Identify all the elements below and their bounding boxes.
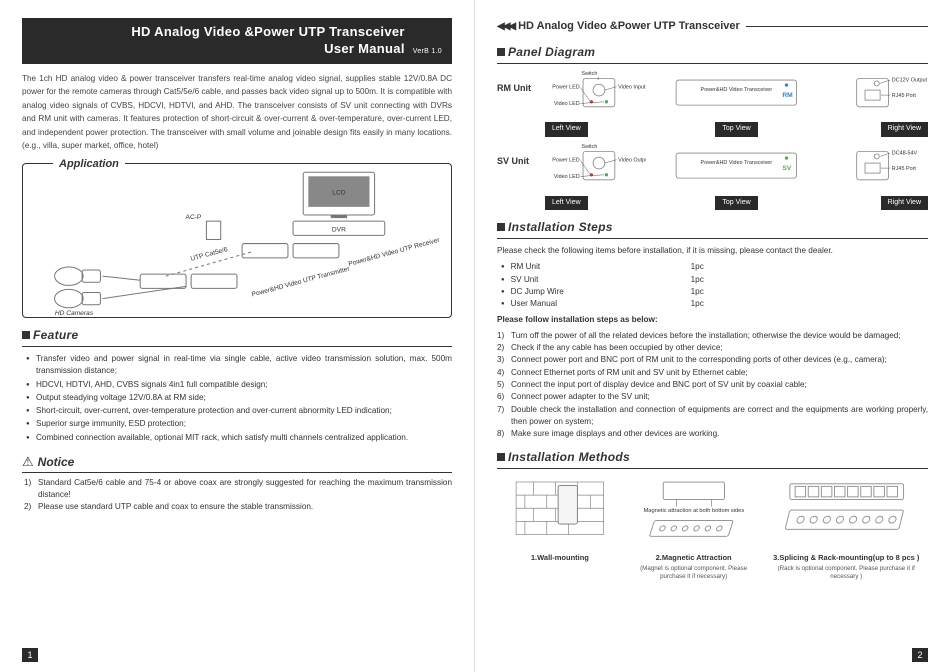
list-item: RM Unit1pc xyxy=(501,261,928,273)
notice-item: 2)Please use standard UTP cable and coax… xyxy=(24,501,452,513)
application-label: Application xyxy=(53,156,125,173)
step-item: 5)Connect the input port of display devi… xyxy=(497,379,928,391)
svg-text:Power&HD Video UTP Receiver: Power&HD Video UTP Receiver xyxy=(348,237,442,268)
method-rack: 3.Splicing & Rack-mounting(up to 8 pcs )… xyxy=(765,475,928,580)
svg-text:Switch: Switch xyxy=(581,144,597,150)
page-number: 2 xyxy=(912,648,928,662)
svg-text:Video LED: Video LED xyxy=(554,101,580,107)
sv-left-view: Switch Power LED Video LED Video Output … xyxy=(545,143,646,210)
notice-list: 1)Standard Cat5e/6 cable and 75-4 or abo… xyxy=(22,477,452,514)
svg-text:Video Input: Video Input xyxy=(618,84,646,90)
svg-text:Power&HD Video Transceiver: Power&HD Video Transceiver xyxy=(701,86,773,92)
panel-diagram-heading: Panel Diagram xyxy=(497,43,928,64)
page2-header: ◀◀◀ HD Analog Video &Power UTP Transceiv… xyxy=(497,18,928,35)
svg-text:DC48-54V: DC48-54V xyxy=(892,150,918,156)
page-number: 1 xyxy=(22,648,38,662)
notice-item: 1)Standard Cat5e/6 cable and 75-4 or abo… xyxy=(24,477,452,502)
rm-left-view: Switch Power LED Video LED Video Input L… xyxy=(545,70,646,137)
methods-row: 1.Wall-mounting Magnetic attraction at b… xyxy=(497,475,928,580)
feature-list: Transfer video and power signal in real-… xyxy=(22,353,452,444)
svg-text:Power LED: Power LED xyxy=(552,157,580,163)
sv-unit-label: SV Unit xyxy=(497,155,539,169)
svg-text:LCD: LCD xyxy=(332,190,345,197)
install-check-text: Please check the following items before … xyxy=(497,245,928,257)
svg-text:UTP Cat5e/6: UTP Cat5e/6 xyxy=(190,246,229,263)
svg-text:RM: RM xyxy=(783,91,794,98)
step-item: 1)Turn off the power of all the related … xyxy=(497,330,928,342)
svg-text:RJ45 Port: RJ45 Port xyxy=(892,166,917,172)
feature-item: Superior surge immunity, ESD protection; xyxy=(26,418,452,430)
svg-text:Switch: Switch xyxy=(581,71,597,77)
list-item: DC Jump Wire1pc xyxy=(501,286,928,298)
rm-unit-label: RM Unit xyxy=(497,82,539,96)
feature-item: Output steadying voltage 12V/0.8A at RM … xyxy=(26,392,452,404)
step-item: 8)Make sure image displays and other dev… xyxy=(497,428,928,440)
feature-heading: Feature xyxy=(22,326,452,347)
svg-text:SV: SV xyxy=(783,165,792,172)
svg-text:HD Cameras: HD Cameras xyxy=(55,310,94,317)
svg-text:Video LED: Video LED xyxy=(554,174,580,180)
rm-right-view: DC12V Output RJ45 Port Right View xyxy=(827,70,928,137)
list-item: SV Unit1pc xyxy=(501,274,928,286)
sv-unit-row: SV Unit Switch Power LED Video LED Video… xyxy=(497,143,928,210)
items-list: RM Unit1pc SV Unit1pc DC Jump Wire1pc Us… xyxy=(497,261,928,310)
install-methods-heading: Installation Methods xyxy=(497,448,928,469)
warning-icon: ⚠ xyxy=(22,452,34,472)
page-1: HD Analog Video &Power UTP Transceiver U… xyxy=(0,0,475,672)
svg-text:Power&HD Video UTP Transmitter: Power&HD Video UTP Transmitter xyxy=(251,265,351,298)
rm-unit-row: RM Unit Switch Power LED Video LED Video… xyxy=(497,70,928,137)
manual-header: HD Analog Video &Power UTP Transceiver U… xyxy=(22,18,452,64)
manual-title: HD Analog Video &Power UTP Transceiver U… xyxy=(32,24,405,58)
application-diagram: Application LCD DVR AC-P Power&HD Video … xyxy=(22,163,452,318)
sv-top-view: Power&HD Video Transceiver SV Top View xyxy=(652,143,821,210)
method-wall: 1.Wall-mounting xyxy=(497,475,623,580)
feature-item: HDCVI, HDTVI, AHD, CVBS signals 4in1 ful… xyxy=(26,379,452,391)
svg-text:Power LED: Power LED xyxy=(552,84,580,90)
method-magnetic: Magnetic attraction at both bottom sides… xyxy=(631,475,757,580)
feature-item: Short-circuit, over-current, over-temper… xyxy=(26,405,452,417)
step-item: 7)Double check the installation and conn… xyxy=(497,404,928,429)
svg-text:DC12V Output: DC12V Output xyxy=(892,77,928,83)
svg-text:Power&HD Video Transceiver: Power&HD Video Transceiver xyxy=(701,160,773,166)
notice-heading: ⚠ Notice xyxy=(22,452,452,473)
svg-text:RJ45 Port: RJ45 Port xyxy=(892,92,917,98)
install-steps-subheading: Please follow installation steps as belo… xyxy=(497,314,928,326)
application-svg: LCD DVR AC-P Power&HD Video UTP Receiver… xyxy=(23,164,451,317)
svg-text:DVR: DVR xyxy=(332,226,346,233)
version-label: VerB 1.0 xyxy=(413,47,442,58)
intro-paragraph: The 1ch HD analog video & power transcei… xyxy=(22,72,452,153)
sv-right-view: DC48-54V RJ45 Port Right View xyxy=(827,143,928,210)
step-item: 4)Connect Ethernet ports of RM unit and … xyxy=(497,367,928,379)
steps-list: 1)Turn off the power of all the related … xyxy=(497,330,928,441)
svg-text:Magnetic attraction at both bo: Magnetic attraction at both bottom sides xyxy=(643,508,744,514)
feature-item: Transfer video and power signal in real-… xyxy=(26,353,452,378)
step-item: 3)Connect power port and BNC port of RM … xyxy=(497,354,928,366)
feature-item: Combined connection available, optional … xyxy=(26,432,452,444)
rm-top-view: Power&HD Video Transceiver RM Top View xyxy=(652,70,821,137)
page-2: ◀◀◀ HD Analog Video &Power UTP Transceiv… xyxy=(475,0,950,672)
svg-text:AC-P: AC-P xyxy=(186,214,202,221)
svg-text:Video Output: Video Output xyxy=(618,157,646,163)
install-steps-heading: Installation Steps xyxy=(497,218,928,239)
step-item: 2)Check if the any cable has been occupi… xyxy=(497,342,928,354)
list-item: User Manual1pc xyxy=(501,298,928,310)
step-item: 6)Connect power adapter to the SV unit; xyxy=(497,391,928,403)
arrow-decoration: ◀◀◀ xyxy=(497,19,514,34)
